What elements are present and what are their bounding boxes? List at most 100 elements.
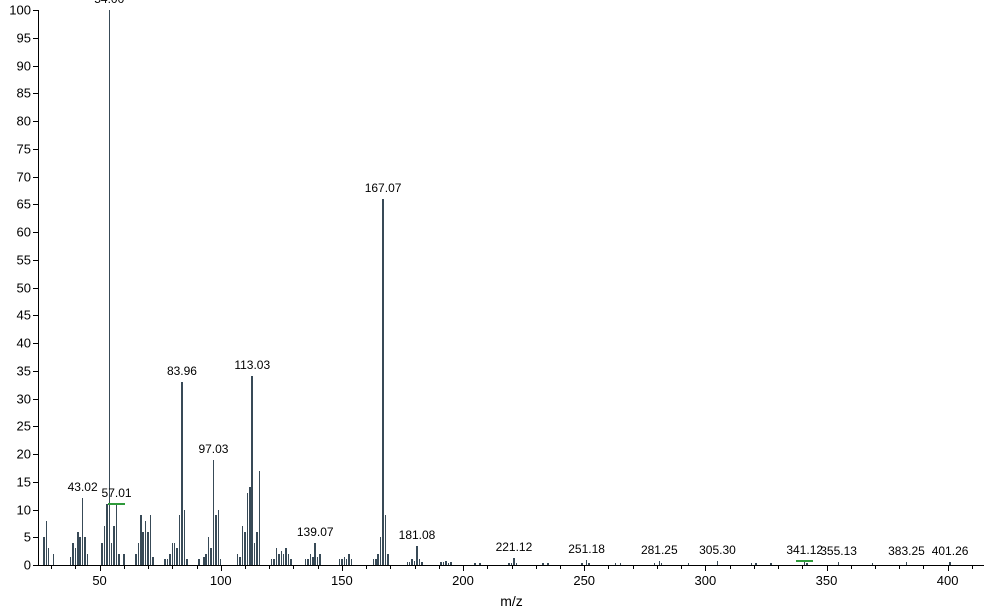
spectrum-bar [654,563,656,565]
x-minor-tick [293,565,294,569]
spectrum-bar [138,543,140,565]
spectrum-bar [113,526,115,565]
y-tick [33,371,39,372]
spectrum-bar [288,554,290,565]
y-tick [33,288,39,289]
peak-label: 181.08 [399,528,436,542]
spectrum-bar [387,554,389,565]
x-minor-tick [487,565,488,569]
x-minor-tick [657,565,658,569]
y-tick-label: 20 [17,447,31,462]
spectrum-bar [135,554,137,565]
spectrum-bar [179,515,181,565]
y-tick-label: 25 [17,419,31,434]
spectrum-bar [661,563,663,565]
spectrum-bar [688,563,690,565]
spectrum-bar [414,561,416,565]
spectrum-bar [184,510,186,566]
x-minor-tick [802,565,803,569]
spectrum-bar [84,537,86,565]
x-minor-tick [778,565,779,569]
x-tick-label: 100 [210,573,232,588]
y-tick-label: 80 [17,114,31,129]
y-tick [33,232,39,233]
x-minor-tick [390,565,391,569]
spectrum-bar [208,537,210,565]
y-tick-label: 40 [17,336,31,351]
x-minor-tick [172,565,173,569]
spectrum-bar [244,532,246,565]
y-tick [33,38,39,39]
spectrum-bar [314,543,316,565]
spectrum-bar [147,532,149,565]
x-minor-tick [730,565,731,569]
peak-label: 57.01 [102,486,132,500]
spectrum-bar [43,537,45,565]
x-minor-tick [633,565,634,569]
spectrum-bar [205,554,207,565]
spectrum-bar [319,554,321,565]
y-tick [33,565,39,566]
peak-label: 54.00 [94,0,124,6]
spectrum-bar [186,559,188,565]
spectrum-bar [421,562,423,565]
spectrum-bar [181,382,183,565]
spectrum-bar [251,376,253,565]
y-tick [33,537,39,538]
spectrum-bar [375,559,377,565]
spectrum-bar [77,532,79,565]
x-minor-tick [875,565,876,569]
spectrum-bar [104,526,106,565]
x-minor-tick [148,565,149,569]
x-tick [342,565,343,571]
y-tick [33,426,39,427]
x-minor-tick [197,565,198,569]
x-minor-tick [560,565,561,569]
spectrum-bar [511,563,513,565]
spectrum-bar [380,537,382,565]
peak-label: 167.07 [365,181,402,195]
x-minor-tick [923,565,924,569]
y-tick-label: 70 [17,169,31,184]
spectrum-bar [416,546,418,565]
peak-label: 97.03 [198,442,228,456]
spectrum-bar [906,562,908,565]
x-tick [827,565,828,571]
spectrum-bar [341,559,343,565]
spectrum-bar [140,515,142,565]
x-minor-tick [415,565,416,569]
y-tick [33,510,39,511]
spectrum-bar [167,559,169,565]
spectrum-bar [198,559,200,565]
x-tick [584,565,585,571]
y-tick [33,399,39,400]
spectrum-bar [949,562,951,565]
peak-label: 221.12 [496,540,533,554]
spectrum-bar [305,559,307,565]
x-minor-tick [512,565,513,569]
spectrum-bar [751,563,753,565]
x-minor-tick [681,565,682,569]
y-tick-label: 10 [17,502,31,517]
y-tick [33,149,39,150]
y-tick [33,343,39,344]
spectrum-bar [659,561,661,565]
spectrum-bar [755,563,757,565]
spectrum-bar [109,10,111,565]
spectrum-bar [450,562,452,565]
spectrum-bar [717,561,719,565]
spectrum-bar [586,560,588,565]
x-minor-tick [608,565,609,569]
peak-label: 383.25 [888,544,925,558]
spectrum-bar [285,548,287,565]
x-minor-tick [972,565,973,569]
y-tick [33,121,39,122]
spectrum-bar [203,557,205,565]
x-tick [221,565,222,571]
spectrum-bar [348,554,350,565]
spectrum-bar [75,548,77,565]
spectrum-bar [547,563,549,565]
spectrum-bar [838,562,840,565]
spectrum-bar [82,498,84,565]
x-tick-label: 400 [937,573,959,588]
